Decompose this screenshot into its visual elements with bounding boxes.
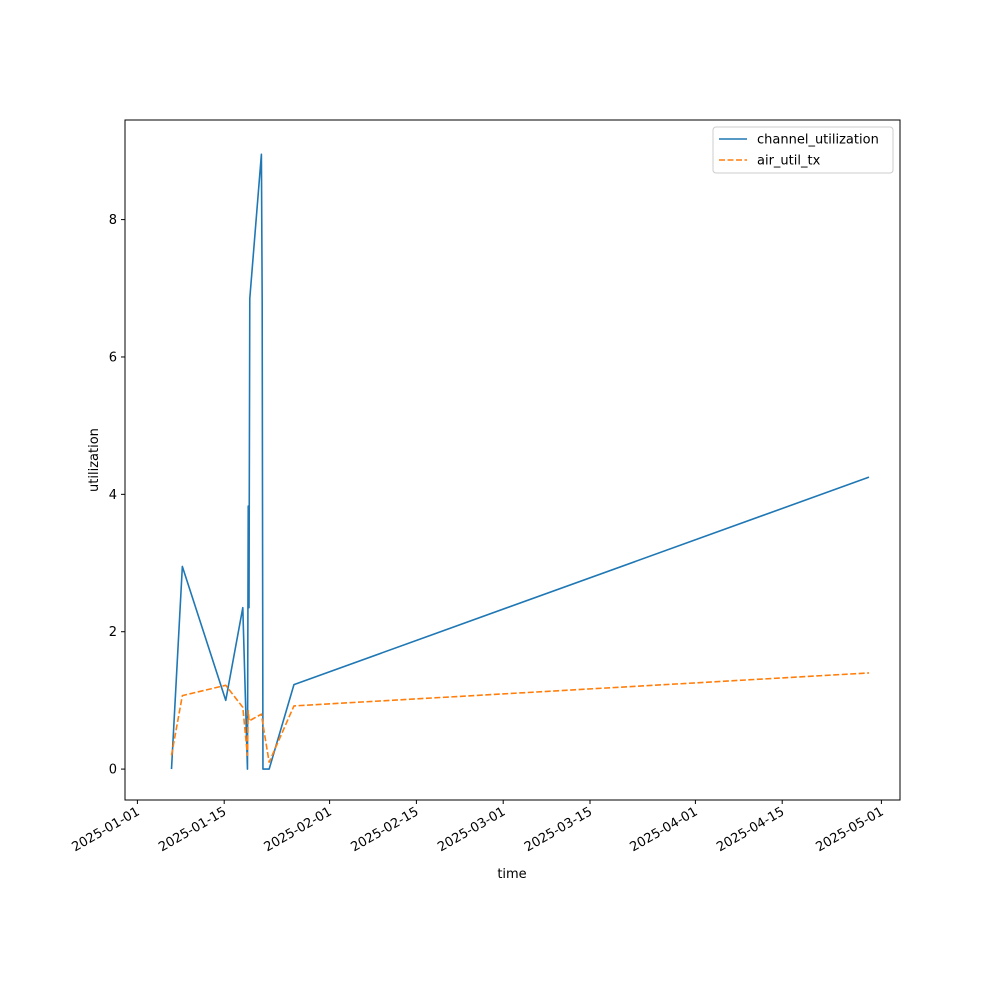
y-tick-label: 8 <box>109 213 117 228</box>
y-axis-ticks: 0 2 4 6 8 <box>109 213 125 778</box>
legend-box <box>712 126 894 174</box>
y-tick-label: 4 <box>109 488 117 503</box>
y-tick-label: 0 <box>109 763 117 778</box>
y-tick-label: 2 <box>109 625 117 640</box>
y-tick-label: 6 <box>109 350 117 365</box>
plot-frame <box>124 119 901 801</box>
series-line-channel-utilization <box>170 153 870 770</box>
legend: channel_utilization air_util_tx <box>712 126 894 174</box>
series-line-air-util-tx <box>170 672 870 764</box>
legend-label-air-util-tx: air_util_tx <box>757 154 821 169</box>
x-axis-label: time <box>497 867 526 882</box>
y-axis-label: utilization <box>87 428 102 492</box>
legend-label-channel-utilization: channel_utilization <box>757 133 879 148</box>
plot-lines <box>170 153 870 770</box>
